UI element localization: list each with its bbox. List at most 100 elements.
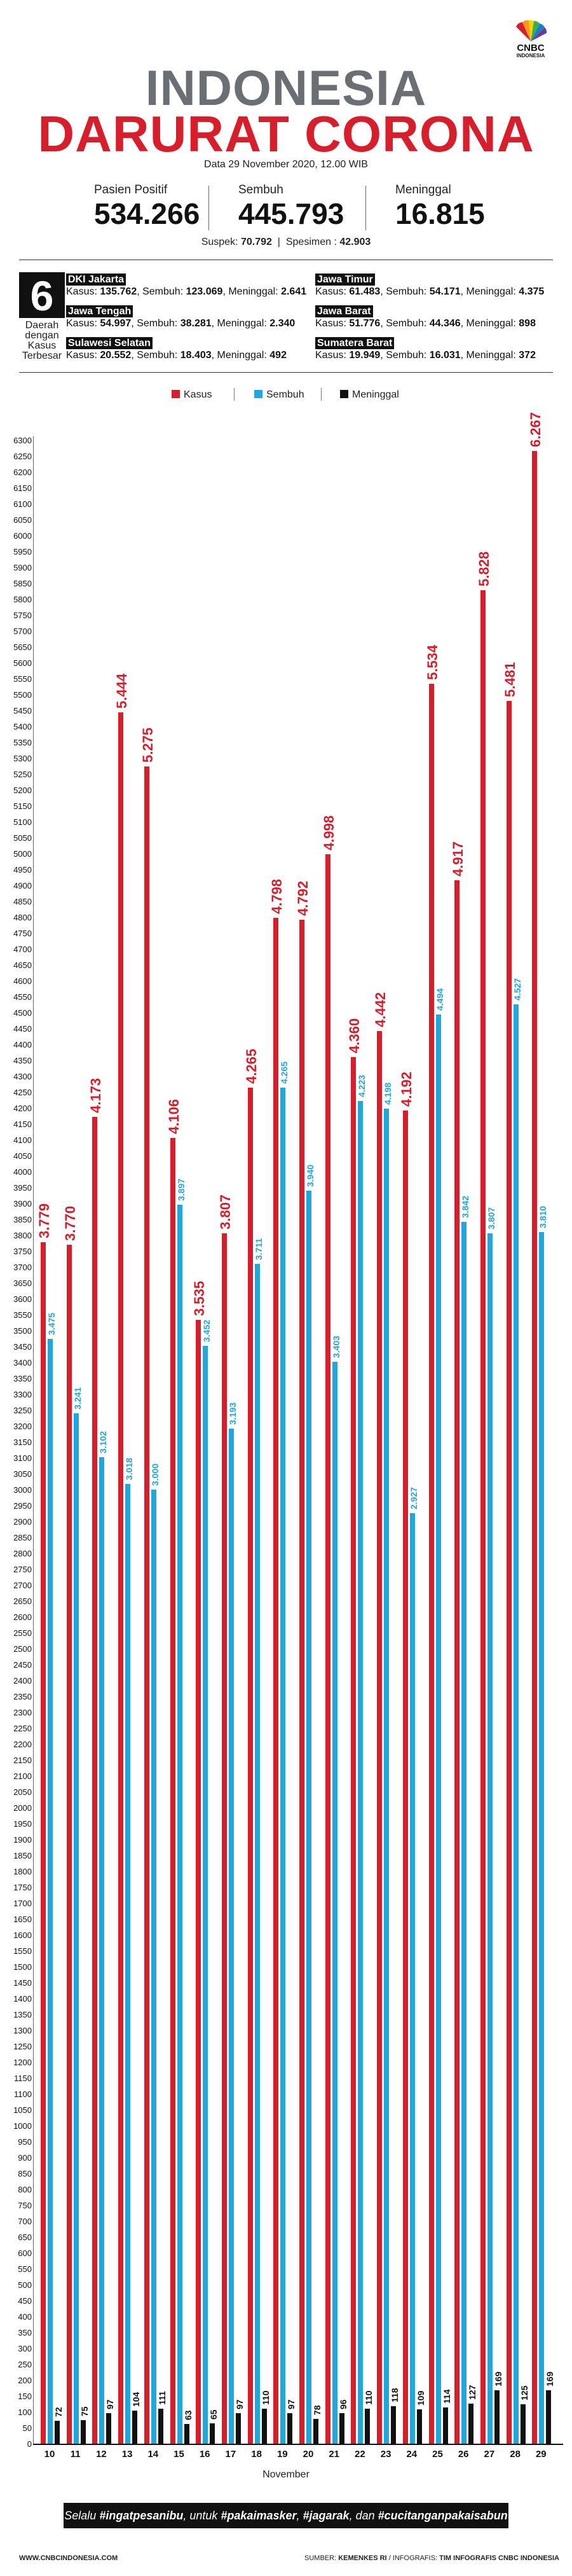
y-tick-label: 400 (18, 2312, 32, 2322)
y-tick-label: 3750 (13, 1247, 32, 1256)
y-tick-label: 350 (18, 2328, 32, 2337)
y-tick-label: 3700 (13, 1263, 32, 1272)
legend-separator (321, 388, 322, 401)
region-meninggal-label: Meninggal: (466, 318, 516, 329)
banner-text: Selalu (64, 2509, 100, 2522)
y-tick-label: 1900 (13, 1835, 32, 1845)
bar-kasus (506, 700, 512, 2444)
value-label-meninggal: 110 (364, 2390, 374, 2405)
region-name: Sulawesi Selatan (66, 337, 153, 349)
y-tick-label: 1850 (13, 1851, 32, 1860)
source-credit: SUMBER: KEMENKES RI / INFOGRAFIS: TIM IN… (304, 2554, 559, 2562)
value-label-kasus: 4.442 (372, 992, 389, 1027)
y-tick-label: 3050 (13, 1469, 32, 1479)
title-line2: DARURAT CORONA (37, 106, 535, 162)
x-tick-label: 23 (380, 2449, 392, 2460)
bar-kasus (118, 712, 124, 2444)
value-label-sembuh: 3.810 (538, 1205, 548, 1228)
region-kasus: 61.483 (349, 286, 381, 297)
value-label-meninggal: 109 (415, 2390, 426, 2406)
y-tick-label: 4050 (13, 1151, 32, 1161)
bar-sembuh (99, 1457, 105, 2444)
y-tick-label: 2900 (13, 1517, 32, 1527)
banner-hashtag: #ingatpesanibu (99, 2509, 184, 2522)
y-tick-label: 900 (18, 2153, 32, 2163)
value-label-meninggal: 114 (441, 2389, 452, 2404)
region-meninggal: 898 (519, 318, 536, 329)
y-tick-label: 2750 (13, 1565, 32, 1574)
region-sembuh-label: Sembuh: (137, 318, 178, 329)
value-label-meninggal: 78 (312, 2405, 322, 2415)
y-tick-label: 50 (22, 2423, 32, 2433)
value-label-meninggal: 75 (79, 2406, 90, 2416)
bar-sembuh (125, 1484, 131, 2444)
y-tick-label: 4250 (13, 1088, 32, 1097)
y-axis (33, 436, 34, 2445)
value-label-kasus: 5.444 (114, 673, 130, 709)
bar-kasus (66, 1245, 72, 2444)
value-label-meninggal: 111 (156, 2390, 167, 2405)
region-sembuh: 18.403 (180, 350, 212, 361)
bar-meninggal (365, 2409, 371, 2444)
x-tick-label: 13 (121, 2449, 133, 2460)
bar-meninggal (416, 2409, 422, 2444)
value-label-sembuh: 3.452 (201, 1319, 212, 1342)
bar-meninggal (339, 2413, 344, 2444)
y-tick-label: 2650 (13, 1596, 32, 1606)
suspect-line: Suspek: 70.792 | Spesimen : 42.903 (0, 237, 572, 248)
region-kasus-label: Kasus: (315, 286, 346, 297)
y-tick-label: 2800 (13, 1549, 32, 1558)
value-label-sembuh: 3.241 (72, 1387, 83, 1409)
value-label-kasus: 4.917 (450, 841, 466, 876)
region-kasus-label: Kasus: (315, 350, 346, 361)
bar-sembuh (461, 1222, 467, 2444)
y-tick-label: 750 (18, 2201, 32, 2210)
divider-line (19, 372, 553, 373)
y-tick-label: 150 (18, 2392, 32, 2401)
x-tick-label: 28 (510, 2449, 521, 2460)
bar-meninggal (106, 2413, 112, 2444)
bar-kasus (454, 880, 460, 2444)
y-tick-label: 1350 (13, 2010, 32, 2019)
value-label-sembuh: 3.897 (175, 1178, 186, 1201)
region-meninggal-label: Meninggal: (217, 350, 267, 361)
y-tick-label: 3300 (13, 1390, 32, 1399)
value-label-meninggal: 104 (131, 2392, 142, 2407)
y-tick-label: 850 (18, 2169, 32, 2178)
region-sembuh: 44.346 (429, 318, 461, 329)
value-label-sembuh: 3.807 (486, 1207, 496, 1229)
y-tick-label: 1000 (13, 2121, 32, 2131)
x-tick-label: 14 (147, 2449, 159, 2460)
y-tick-label: 5700 (13, 627, 32, 636)
y-tick-label: 500 (18, 2280, 32, 2290)
y-tick-label: 700 (18, 2217, 32, 2226)
y-tick-label: 4100 (13, 1135, 32, 1145)
y-tick-label: 1200 (13, 2058, 32, 2067)
legend-swatch (172, 390, 180, 398)
x-axis (33, 2444, 563, 2445)
y-tick-label: 4800 (13, 913, 32, 922)
bar-meninggal (546, 2390, 552, 2444)
value-label-kasus: 3.535 (191, 1280, 208, 1316)
value-label-kasus: 5.481 (501, 661, 518, 697)
bar-sembuh (228, 1428, 234, 2444)
value-label-kasus: 4.998 (320, 815, 337, 850)
region-name: Jawa Tengah (66, 305, 133, 317)
value-label-sembuh: 3.102 (98, 1430, 109, 1453)
x-tick-label: 12 (96, 2449, 107, 2460)
value-label-meninggal: 169 (493, 2371, 503, 2386)
region-sembuh-label: Sembuh: (142, 286, 184, 297)
stat-divider (365, 186, 366, 230)
banner-text: , untuk (183, 2509, 221, 2522)
peacock-icon (516, 20, 547, 41)
stat-sembuh: Sembuh 445.793 (238, 183, 344, 230)
stat-sembuh-value: 445.793 (238, 197, 344, 230)
website-link[interactable]: WWW.CNBCINDONESIA.COM (19, 2554, 118, 2562)
y-tick-label: 6150 (13, 483, 32, 493)
value-label-sembuh: 3.842 (460, 1195, 471, 1218)
region-kasus-label: Kasus: (66, 318, 97, 329)
y-tick-label: 3100 (13, 1453, 32, 1463)
legend-label: Sembuh (266, 389, 304, 400)
title-line1: INDONESIA (145, 60, 427, 116)
y-tick-label: 800 (18, 2185, 32, 2194)
